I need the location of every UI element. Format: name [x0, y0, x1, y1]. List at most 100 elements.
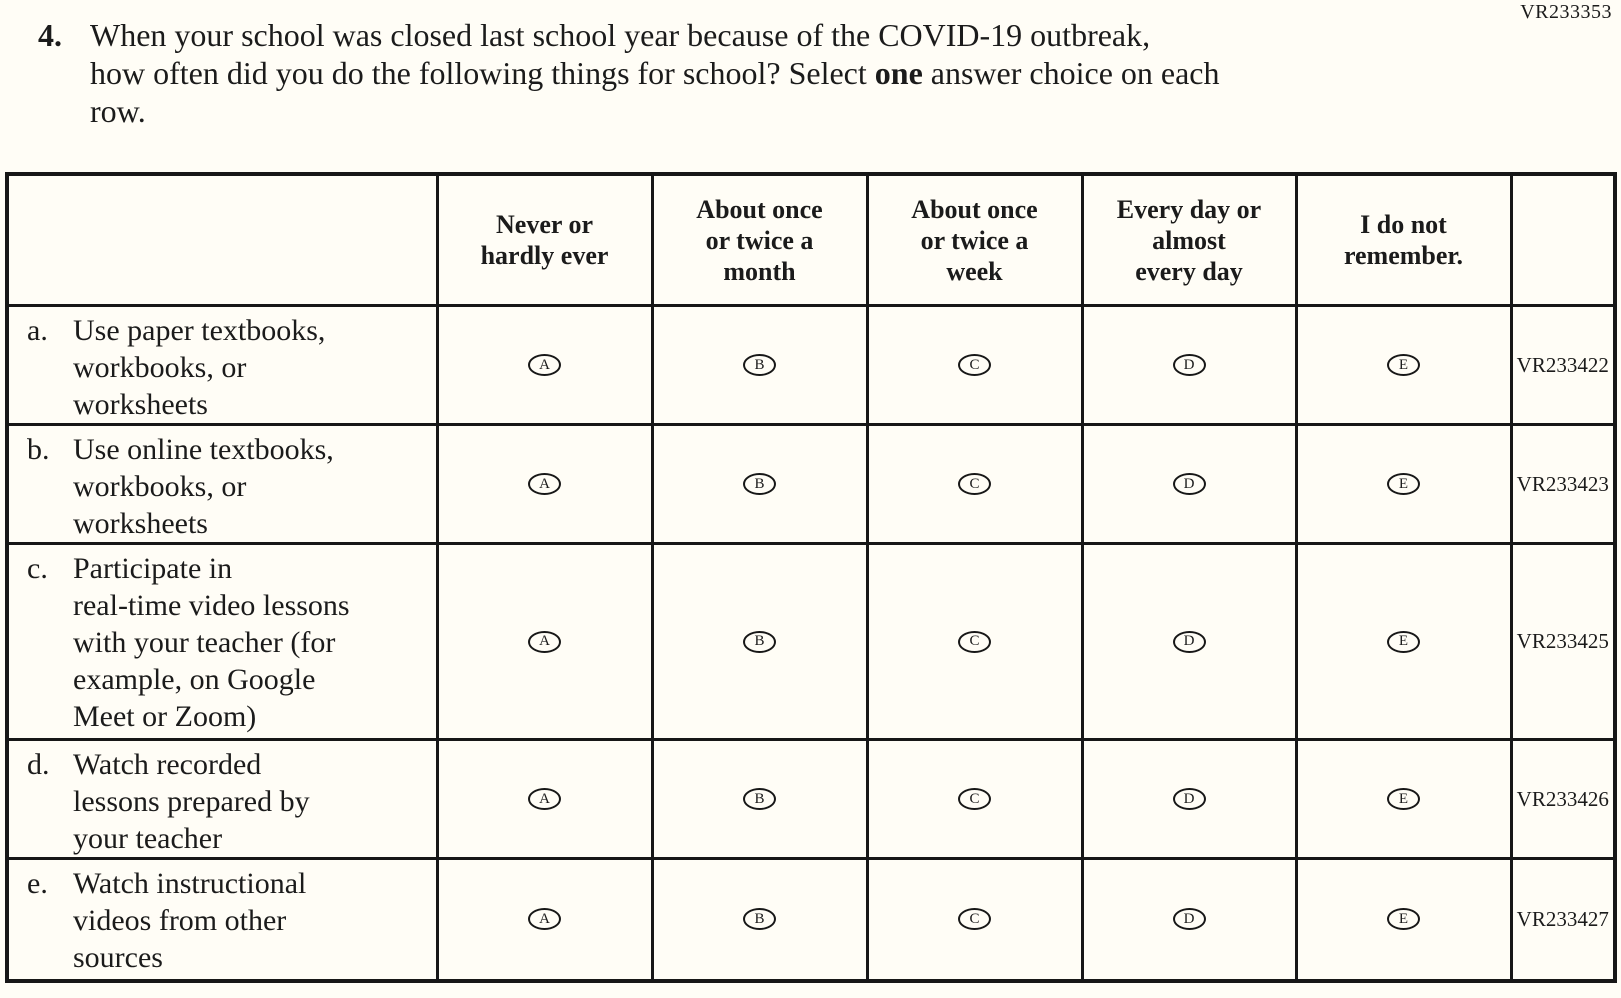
row-b-letter: b.: [27, 433, 50, 466]
column-header-line: remember.: [1343, 241, 1464, 270]
answer-bubble-d-C[interactable]: C: [958, 788, 991, 810]
answer-bubble-e-C[interactable]: C: [958, 908, 991, 931]
response-matrix-table: Never or hardly ever About once or twice…: [5, 172, 1617, 983]
item-text-line: Meet or Zoom): [73, 700, 257, 733]
column-header-once-twice-week: About once or twice a week: [865, 172, 1084, 307]
answer-bubble-e-E[interactable]: E: [1387, 908, 1420, 931]
column-header-line: every day: [1135, 256, 1243, 286]
question-line-2-bold: one: [874, 55, 923, 91]
row-d-letter: d.: [27, 748, 50, 781]
table-row-b: b. Use online textbooks, workbooks, or w…: [5, 423, 1617, 545]
row-e-option-cell-C: C: [865, 857, 1084, 982]
answer-bubble-b-A[interactable]: A: [528, 473, 561, 495]
row-e-item-text: Watch instructional videos from other so…: [73, 865, 430, 976]
item-text-line: Use online textbooks,: [73, 433, 334, 466]
answer-bubble-d-B[interactable]: B: [743, 788, 776, 810]
row-d-option-cell-C: C: [865, 738, 1084, 860]
table-row-c: c. Participate in real-time video lesson…: [5, 542, 1617, 741]
row-b-option-cell-E: E: [1294, 423, 1513, 545]
row-e-option-cell-B: B: [650, 857, 869, 982]
answer-bubble-d-E[interactable]: E: [1387, 788, 1420, 810]
answer-bubble-b-C[interactable]: C: [958, 473, 991, 495]
question-line-1: When your school was closed last school …: [90, 17, 1151, 53]
answer-bubble-c-C[interactable]: C: [958, 630, 991, 653]
answer-bubble-b-D[interactable]: D: [1172, 473, 1206, 495]
row-d-option-cell-A: A: [435, 738, 654, 860]
answer-bubble-a-A[interactable]: A: [528, 354, 561, 376]
header-cell-empty-item: [5, 172, 439, 307]
answer-bubble-c-D[interactable]: D: [1172, 630, 1206, 653]
page-form-code: VR233353: [1520, 1, 1612, 23]
row-d-item-cell: d. Watch recorded lessons prepared by yo…: [5, 738, 439, 860]
question-block: 4. When your school was closed last scho…: [38, 16, 1220, 130]
answer-bubble-e-A[interactable]: A: [528, 908, 561, 931]
column-header-line: About once: [696, 194, 823, 224]
column-header-line: About once: [911, 194, 1038, 224]
answer-bubble-e-D[interactable]: D: [1172, 908, 1206, 931]
row-b-option-cell-B: B: [650, 423, 869, 545]
column-header-line: I do not: [1360, 210, 1447, 239]
column-header-line: week: [946, 256, 1003, 286]
table-row-e: e. Watch instructional videos from other…: [5, 857, 1617, 982]
row-a-item-cell: a. Use paper textbooks, workbooks, or wo…: [5, 304, 439, 426]
answer-bubble-c-B[interactable]: B: [743, 630, 776, 653]
row-b-option-cell-C: C: [865, 423, 1084, 545]
row-e-option-cell-A: A: [435, 857, 654, 982]
row-b-option-cell-D: D: [1080, 423, 1298, 545]
answer-bubble-a-E[interactable]: E: [1387, 354, 1420, 376]
row-e-option-cell-E: E: [1294, 857, 1513, 982]
column-header-never-or-hardly-ever: Never or hardly ever: [435, 172, 654, 307]
row-b-item-cell: b. Use online textbooks, workbooks, or w…: [5, 423, 439, 545]
answer-bubble-c-E[interactable]: E: [1387, 630, 1420, 653]
row-c-option-cell-B: B: [650, 542, 869, 741]
question-line-2-post: answer choice on each: [922, 55, 1220, 91]
answer-bubble-d-D[interactable]: D: [1172, 788, 1206, 810]
answer-bubble-d-A[interactable]: A: [528, 788, 561, 810]
row-c-item-text: Participate in real-time video lessons w…: [73, 550, 430, 735]
row-a-option-cell-E: E: [1294, 304, 1513, 426]
row-c-code: VR233425: [1509, 542, 1617, 741]
item-text-line: sources: [73, 941, 163, 974]
answer-bubble-e-B[interactable]: B: [743, 908, 776, 931]
item-text-line: Use paper textbooks,: [73, 314, 326, 347]
answer-bubble-c-A[interactable]: A: [528, 630, 561, 653]
row-d-option-cell-E: E: [1294, 738, 1513, 860]
item-text-line: workbooks, or: [73, 470, 247, 503]
row-e-letter: e.: [27, 867, 48, 900]
column-header-every-day: Every day or almost every day: [1080, 172, 1298, 307]
answer-bubble-a-C[interactable]: C: [958, 354, 991, 376]
question-line-2-pre: how often did you do the following thing…: [90, 55, 875, 91]
column-header-line: Every day or: [1116, 194, 1262, 224]
item-text-line: workbooks, or: [73, 351, 247, 384]
row-c-option-cell-D: D: [1080, 542, 1298, 741]
row-a-code: VR233422: [1509, 304, 1617, 426]
row-a-option-cell-B: B: [650, 304, 869, 426]
question-line-2: how often did you do the following thing…: [90, 54, 1220, 92]
answer-bubble-a-B[interactable]: B: [743, 354, 776, 376]
column-header-once-twice-month: About once or twice a month: [650, 172, 869, 307]
row-a-option-cell-D: D: [1080, 304, 1298, 426]
item-text-line: Watch recorded: [73, 748, 262, 781]
row-a-letter: a.: [27, 314, 48, 347]
table-row-d: d. Watch recorded lessons prepared by yo…: [5, 738, 1617, 860]
column-header-line: Never or: [496, 210, 593, 239]
column-header-line: or twice a: [705, 225, 814, 255]
row-e-item-cell: e. Watch instructional videos from other…: [5, 857, 439, 982]
table-row-a: a. Use paper textbooks, workbooks, or wo…: [5, 304, 1617, 426]
row-d-option-cell-D: D: [1080, 738, 1298, 860]
row-c-letter: c.: [27, 552, 48, 585]
row-b-code: VR233423: [1509, 423, 1617, 545]
item-text-line: Watch instructional: [73, 867, 307, 900]
answer-bubble-b-B[interactable]: B: [743, 473, 776, 495]
row-d-item-text: Watch recorded lessons prepared by your …: [73, 746, 430, 857]
answer-bubble-b-E[interactable]: E: [1387, 473, 1420, 495]
question-text: When your school was closed last school …: [90, 16, 1220, 130]
answer-bubble-a-D[interactable]: D: [1172, 354, 1206, 376]
question-number: 4.: [38, 17, 62, 53]
item-text-line: example, on Google: [73, 663, 316, 696]
row-c-option-cell-E: E: [1294, 542, 1513, 741]
row-e-option-cell-D: D: [1080, 857, 1298, 982]
row-d-option-cell-B: B: [650, 738, 869, 860]
row-d-code: VR233426: [1509, 738, 1617, 860]
